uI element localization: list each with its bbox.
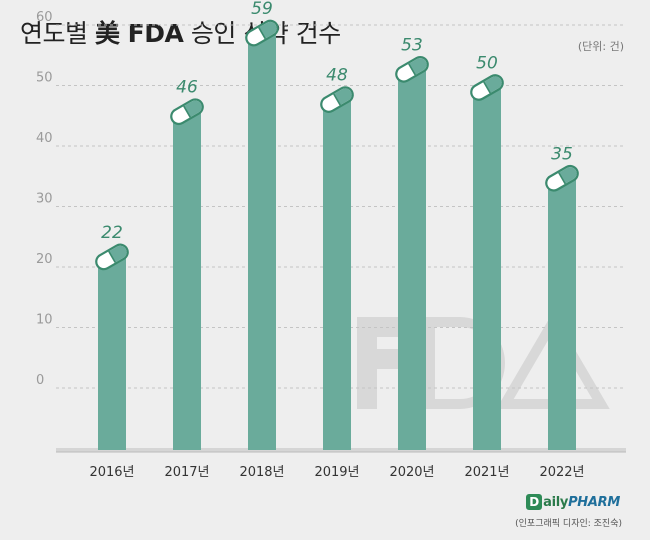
- data-label: 53: [401, 35, 423, 55]
- pill-seam: [333, 93, 341, 106]
- logo-mark: D: [526, 494, 543, 510]
- title-prefix: 연도별: [20, 19, 88, 48]
- y-tick-label: 30: [36, 192, 53, 207]
- x-tick-label: 2021년: [464, 465, 509, 480]
- y-tick-label: 60: [36, 10, 53, 25]
- pill-seam: [408, 63, 416, 76]
- x-tick-label: 2017년: [164, 465, 209, 480]
- y-tick-label: 50: [36, 71, 53, 86]
- unit-label: (단위: 건): [577, 40, 624, 53]
- pill-seam: [558, 172, 566, 185]
- design-credit: (인포그래픽 디자인: 조진숙): [515, 519, 622, 529]
- pill-icon: [170, 98, 204, 126]
- data-label: 35: [551, 144, 573, 164]
- bar: [173, 109, 201, 450]
- data-label: 48: [326, 66, 348, 86]
- title-bold: 美 FDA: [94, 19, 184, 48]
- y-tick-label: 10: [36, 313, 53, 328]
- pill-icon: [545, 164, 579, 192]
- pill-icon: [245, 19, 279, 47]
- y-tick-label: 20: [36, 252, 53, 267]
- pill-seam: [108, 250, 116, 263]
- bar: [548, 176, 576, 450]
- pill-seam: [483, 81, 491, 94]
- bar: [398, 67, 426, 450]
- bar: [248, 31, 276, 451]
- x-tick-label: 2020년: [389, 465, 434, 480]
- x-tick-label: 2016년: [89, 465, 134, 480]
- y-tick-label: 0: [36, 373, 44, 388]
- data-label: 50: [476, 54, 498, 74]
- chart-title: 연도별 美 FDA 승인 신약 건수: [20, 14, 341, 50]
- x-tick-label: 2018년: [239, 465, 284, 480]
- bar: [473, 85, 501, 450]
- pill-icon: [395, 55, 429, 83]
- data-label: 46: [176, 78, 198, 98]
- pill-icon: [320, 86, 354, 113]
- logo-part1: aily: [543, 495, 569, 510]
- x-tick-label: 2022년: [539, 465, 584, 480]
- logo-part2: PHARM: [568, 495, 620, 510]
- bar: [323, 97, 351, 450]
- bar: [98, 254, 126, 450]
- y-tick-label: 40: [36, 131, 53, 146]
- pill-icon: [470, 74, 504, 101]
- data-label: 22: [101, 223, 123, 243]
- pill-icon: [95, 243, 129, 271]
- x-tick-label: 2019년: [314, 465, 359, 480]
- data-label: 59: [251, 0, 273, 19]
- pill-seam: [258, 27, 266, 40]
- pill-seam: [183, 105, 191, 118]
